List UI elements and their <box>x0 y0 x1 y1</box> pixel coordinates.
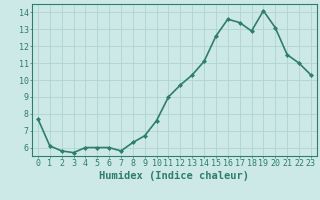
X-axis label: Humidex (Indice chaleur): Humidex (Indice chaleur) <box>100 171 249 181</box>
